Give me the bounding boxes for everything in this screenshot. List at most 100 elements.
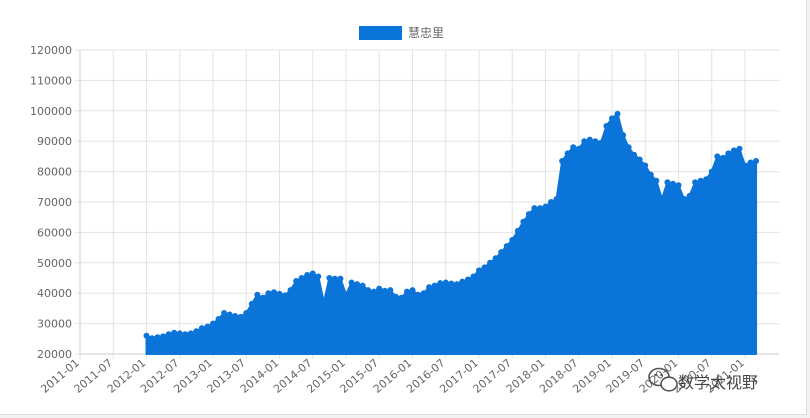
data-point[interactable] [631, 151, 638, 158]
data-point[interactable] [592, 138, 599, 145]
data-point[interactable] [542, 203, 549, 210]
data-point[interactable] [548, 199, 555, 205]
data-point[interactable] [149, 335, 156, 342]
data-point[interactable] [154, 334, 161, 341]
data-point[interactable] [492, 255, 499, 262]
data-point[interactable] [703, 176, 710, 183]
data-point[interactable] [226, 311, 233, 318]
data-point[interactable] [464, 276, 471, 283]
data-point[interactable] [298, 275, 305, 281]
data-point[interactable] [409, 287, 416, 294]
data-point[interactable] [564, 150, 571, 157]
data-point[interactable] [658, 195, 665, 202]
data-point[interactable] [259, 294, 266, 301]
data-point[interactable] [686, 192, 693, 199]
data-point[interactable] [198, 325, 205, 332]
data-point[interactable] [415, 291, 422, 298]
data-point[interactable] [254, 291, 261, 298]
data-point[interactable] [514, 227, 521, 234]
data-point[interactable] [182, 331, 189, 338]
data-point[interactable] [270, 289, 277, 296]
data-point[interactable] [376, 285, 383, 292]
data-point[interactable] [243, 309, 250, 316]
data-point[interactable] [381, 287, 388, 294]
data-point[interactable] [570, 144, 577, 151]
data-point[interactable] [248, 300, 255, 307]
data-point[interactable] [392, 293, 399, 300]
data-point[interactable] [232, 313, 239, 319]
data-point[interactable] [426, 284, 433, 291]
data-point[interactable] [282, 292, 289, 299]
data-point[interactable] [293, 278, 300, 285]
data-point[interactable] [719, 154, 726, 161]
data-point[interactable] [503, 243, 510, 250]
data-point[interactable] [487, 259, 494, 266]
data-point[interactable] [320, 299, 327, 306]
data-point[interactable] [581, 138, 588, 145]
data-point[interactable] [398, 294, 405, 301]
data-point[interactable] [437, 280, 444, 287]
data-point[interactable] [326, 275, 333, 281]
data-point[interactable] [647, 171, 654, 178]
data-point[interactable] [459, 278, 466, 285]
data-point[interactable] [210, 320, 216, 327]
data-point[interactable] [603, 123, 610, 129]
data-point[interactable] [536, 205, 543, 212]
data-point[interactable] [714, 153, 721, 160]
data-point[interactable] [553, 195, 560, 202]
data-point[interactable] [620, 132, 627, 139]
data-point[interactable] [448, 280, 455, 287]
data-point[interactable] [420, 290, 427, 297]
data-point[interactable] [642, 162, 649, 169]
data-point[interactable] [442, 279, 449, 286]
data-point[interactable] [365, 287, 372, 294]
data-point[interactable] [481, 264, 488, 271]
data-point[interactable] [614, 110, 621, 117]
data-point[interactable] [681, 195, 688, 202]
data-point[interactable] [498, 249, 505, 256]
data-point[interactable] [304, 271, 311, 278]
data-point[interactable] [586, 136, 593, 143]
data-point[interactable] [176, 330, 183, 337]
data-point[interactable] [575, 145, 582, 152]
data-point[interactable] [747, 159, 754, 166]
data-point[interactable] [669, 180, 676, 187]
data-point[interactable] [343, 291, 349, 298]
data-point[interactable] [287, 287, 294, 294]
data-point[interactable] [431, 282, 438, 289]
data-point[interactable] [204, 323, 211, 330]
data-point[interactable] [160, 333, 167, 340]
data-point[interactable] [509, 237, 516, 243]
data-point[interactable] [348, 279, 355, 286]
data-point[interactable] [736, 145, 743, 152]
data-point[interactable] [664, 179, 671, 186]
data-point[interactable] [193, 328, 200, 335]
data-point[interactable] [237, 313, 244, 320]
data-point[interactable] [559, 157, 566, 164]
data-point[interactable] [265, 290, 272, 297]
data-point[interactable] [143, 332, 150, 339]
data-point[interactable] [187, 330, 194, 337]
data-point[interactable] [609, 115, 615, 122]
data-point[interactable] [636, 156, 643, 163]
data-point[interactable] [276, 290, 283, 297]
data-point[interactable] [476, 267, 482, 274]
legend[interactable]: 慧忠里 [359, 25, 444, 40]
data-point[interactable] [171, 329, 178, 336]
data-point[interactable] [520, 218, 527, 225]
data-point[interactable] [675, 182, 682, 189]
data-point[interactable] [730, 147, 737, 154]
data-point[interactable] [215, 316, 222, 323]
data-point[interactable] [625, 144, 632, 151]
data-point[interactable] [742, 162, 748, 169]
data-point[interactable] [453, 281, 460, 288]
data-point[interactable] [315, 273, 322, 280]
data-point[interactable] [470, 273, 477, 280]
data-point[interactable] [531, 205, 538, 212]
data-point[interactable] [354, 281, 361, 288]
data-point[interactable] [692, 179, 699, 186]
data-point[interactable] [697, 177, 704, 184]
data-point[interactable] [359, 282, 366, 289]
data-point[interactable] [403, 288, 410, 295]
data-point[interactable] [708, 168, 715, 175]
